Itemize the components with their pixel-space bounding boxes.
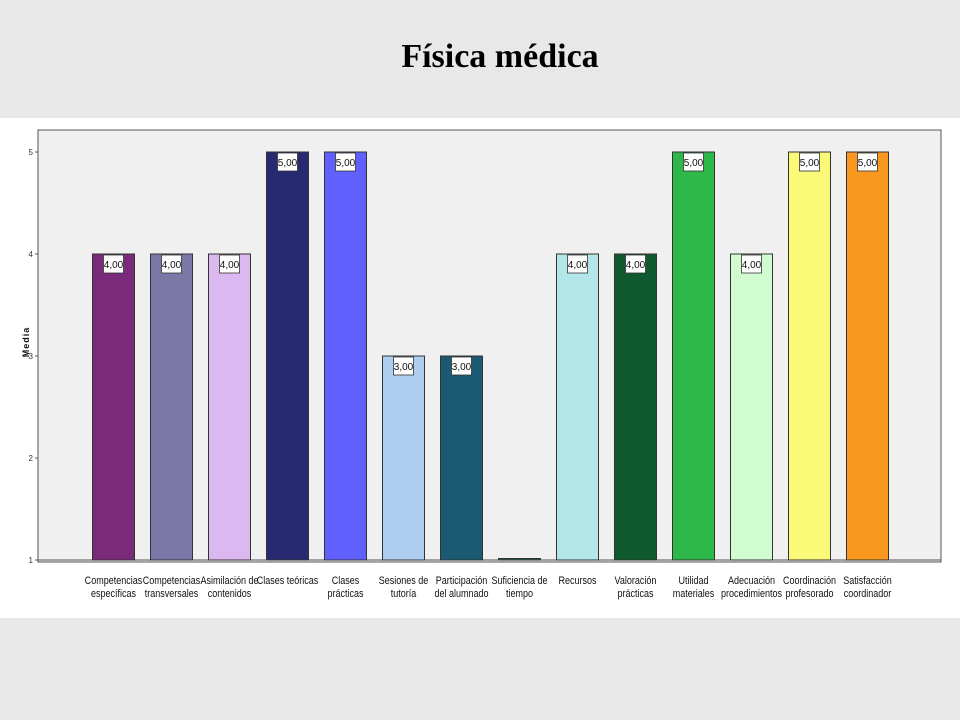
data-label-box <box>277 152 298 172</box>
y-tick-label: 1 <box>29 556 34 565</box>
bar <box>440 355 483 561</box>
value-labels: 4,00 4,00 4,00 5,00 5,00 3,00 3,00 4,00 4,00 5,00… <box>103 152 878 376</box>
category-label: Clases prácticas <box>327 575 363 600</box>
category-label: Sesiones de tutoría <box>379 575 429 600</box>
category-label: Participación del alumnado <box>434 575 488 600</box>
category-label: Recursos <box>558 575 596 587</box>
category-label: Competencias específicas <box>85 575 143 600</box>
data-label: 5,00 <box>278 158 298 169</box>
bar <box>556 253 599 561</box>
data-label: 3,00 <box>452 362 472 373</box>
chart-title: Física médica <box>401 38 599 75</box>
category-label: Suficiencia de tiempo <box>491 575 547 600</box>
data-label-box <box>393 356 414 376</box>
data-label: 4,00 <box>742 260 762 271</box>
category-label: Utilidad materiales <box>673 575 715 600</box>
y-tick-label: 3 <box>29 352 34 361</box>
data-label-box <box>335 152 356 172</box>
bar <box>846 151 889 561</box>
data-label-box <box>103 254 124 274</box>
data-label: 4,00 <box>568 260 588 271</box>
data-label-box <box>451 356 472 376</box>
data-label-box <box>219 254 240 274</box>
category-label: Asimilación de contenidos <box>200 575 258 600</box>
data-label: 4,00 <box>626 260 646 271</box>
data-label: 4,00 <box>162 260 182 271</box>
bar <box>614 253 657 561</box>
data-label-box <box>625 254 646 274</box>
bar <box>92 253 135 561</box>
data-label: 3,00 <box>394 362 414 373</box>
bar <box>730 253 773 561</box>
category-label: Satisfacción coordinador <box>843 575 892 600</box>
data-label-box <box>799 152 820 172</box>
bars <box>92 151 889 561</box>
data-label: 5,00 <box>800 158 820 169</box>
data-label-box <box>683 152 704 172</box>
category-label: Clases teóricas <box>257 575 319 587</box>
category-label: Valoración prácticas <box>615 575 657 600</box>
data-label: 5,00 <box>336 158 356 169</box>
bar <box>324 151 367 561</box>
data-label: 4,00 <box>104 260 124 271</box>
data-label-box <box>741 254 762 274</box>
y-tick-label: 4 <box>29 250 34 259</box>
data-label-box <box>161 254 182 274</box>
bar <box>382 355 425 561</box>
y-tick-label: 5 <box>29 148 34 157</box>
data-label-box <box>857 152 878 172</box>
bar <box>150 253 193 561</box>
bar <box>788 151 831 561</box>
data-label-box <box>567 254 588 274</box>
bar <box>672 151 715 561</box>
category-label: Adecuación procedimientos <box>721 575 782 600</box>
data-label: 4,00 <box>220 260 240 271</box>
bar <box>208 253 251 561</box>
bar <box>498 558 541 561</box>
data-label: 5,00 <box>684 158 704 169</box>
y-tick-label: 2 <box>29 454 34 463</box>
y-axis-label: Media <box>21 327 31 358</box>
category-label: Competencias transversales <box>143 575 201 600</box>
category-label: Coordinación profesorado <box>783 575 836 600</box>
bar <box>266 151 309 561</box>
data-label: 5,00 <box>858 158 878 169</box>
